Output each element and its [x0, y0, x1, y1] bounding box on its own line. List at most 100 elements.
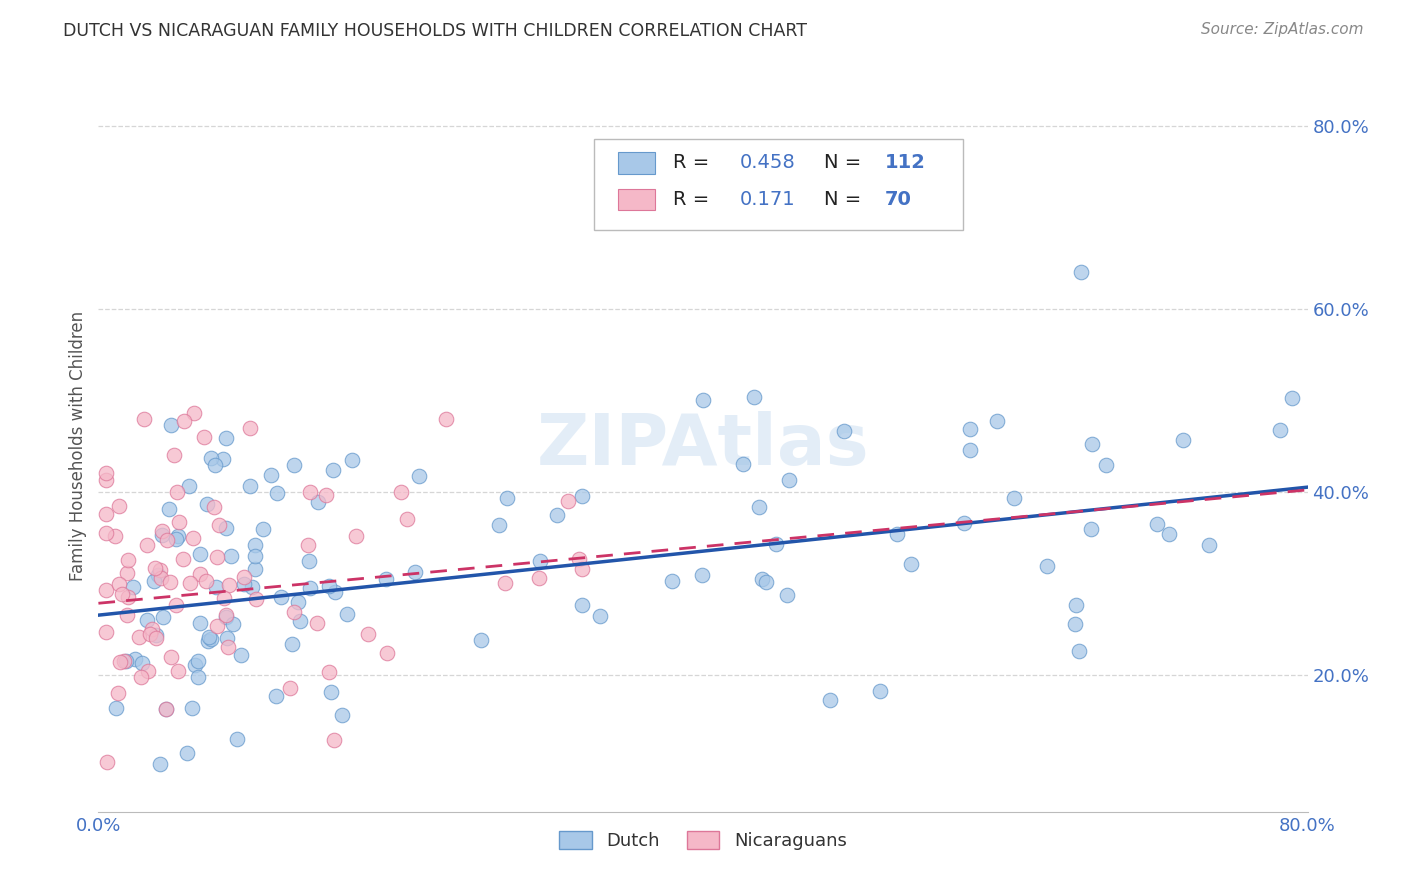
Point: [986, 414, 1008, 428]
Point: [218, 578, 240, 592]
Point: [150, 528, 173, 542]
Point: [318, 665, 340, 679]
Point: [215, 521, 238, 535]
Point: [1171, 434, 1194, 448]
Point: [661, 574, 683, 589]
Point: [165, 598, 187, 612]
Point: [214, 610, 236, 624]
Point: [404, 565, 426, 579]
Point: [179, 576, 201, 591]
Point: [108, 656, 131, 670]
Point: [344, 529, 367, 543]
Point: [96, 755, 118, 769]
Point: [1281, 392, 1303, 406]
Point: [136, 664, 159, 678]
Point: [108, 500, 131, 514]
Point: [166, 664, 188, 678]
Point: [959, 422, 981, 436]
Point: [129, 670, 152, 684]
Point: [546, 508, 568, 522]
Point: [571, 489, 593, 503]
Point: [124, 652, 146, 666]
Text: R =: R =: [672, 153, 716, 172]
Point: [197, 497, 219, 511]
Point: [742, 390, 765, 404]
Point: [319, 684, 342, 698]
Point: [160, 650, 183, 665]
Point: [193, 430, 215, 444]
Point: [470, 633, 492, 648]
Point: [776, 588, 799, 602]
Point: [375, 646, 398, 660]
Point: [252, 522, 274, 536]
Point: [155, 701, 177, 715]
Point: [1095, 458, 1118, 472]
Point: [270, 590, 292, 604]
Point: [568, 551, 591, 566]
Text: N =: N =: [824, 190, 868, 209]
Bar: [619, 188, 655, 211]
Point: [195, 574, 218, 589]
Point: [240, 580, 263, 594]
Point: [173, 414, 195, 428]
Point: [374, 572, 396, 586]
Point: [207, 550, 229, 565]
Point: [212, 591, 235, 605]
Point: [323, 584, 346, 599]
Point: [159, 502, 181, 516]
Point: [239, 421, 262, 435]
Point: [233, 570, 256, 584]
Point: [149, 563, 172, 577]
Point: [207, 618, 229, 632]
Point: [138, 626, 160, 640]
Point: [148, 567, 170, 582]
Point: [107, 577, 129, 591]
Text: R =: R =: [672, 190, 716, 209]
Point: [187, 654, 209, 668]
Point: [571, 562, 593, 576]
Point: [94, 508, 117, 522]
Point: [150, 524, 173, 538]
Text: DUTCH VS NICARAGUAN FAMILY HOUSEHOLDS WITH CHILDREN CORRELATION CHART: DUTCH VS NICARAGUAN FAMILY HOUSEHOLDS WI…: [63, 22, 807, 40]
Point: [869, 683, 891, 698]
Point: [200, 632, 222, 647]
Point: [1157, 526, 1180, 541]
Point: [104, 701, 127, 715]
Point: [832, 424, 855, 438]
Point: [215, 430, 238, 444]
Point: [264, 689, 287, 703]
Text: N =: N =: [824, 153, 868, 172]
Point: [160, 417, 183, 432]
Bar: [619, 152, 655, 174]
Point: [527, 571, 550, 585]
Point: [136, 538, 159, 552]
Point: [1067, 643, 1090, 657]
Point: [122, 580, 145, 594]
Point: [150, 571, 173, 585]
Point: [229, 648, 252, 663]
Point: [1270, 423, 1292, 437]
Point: [395, 512, 418, 526]
Text: 70: 70: [884, 190, 911, 209]
Point: [94, 624, 117, 639]
Point: [226, 732, 249, 747]
Point: [167, 529, 190, 543]
Point: [408, 468, 430, 483]
Point: [283, 458, 305, 473]
Point: [145, 631, 167, 645]
Point: [322, 463, 344, 477]
Point: [148, 756, 170, 771]
Point: [299, 581, 322, 595]
Point: [159, 574, 181, 589]
Point: [152, 609, 174, 624]
Point: [212, 451, 235, 466]
Point: [156, 533, 179, 547]
Point: [111, 587, 134, 601]
Point: [215, 608, 238, 623]
Point: [307, 615, 329, 630]
Point: [163, 448, 186, 462]
Point: [1198, 538, 1220, 552]
Text: ZIPAtlas: ZIPAtlas: [537, 411, 869, 481]
Point: [318, 579, 340, 593]
Point: [142, 574, 165, 589]
